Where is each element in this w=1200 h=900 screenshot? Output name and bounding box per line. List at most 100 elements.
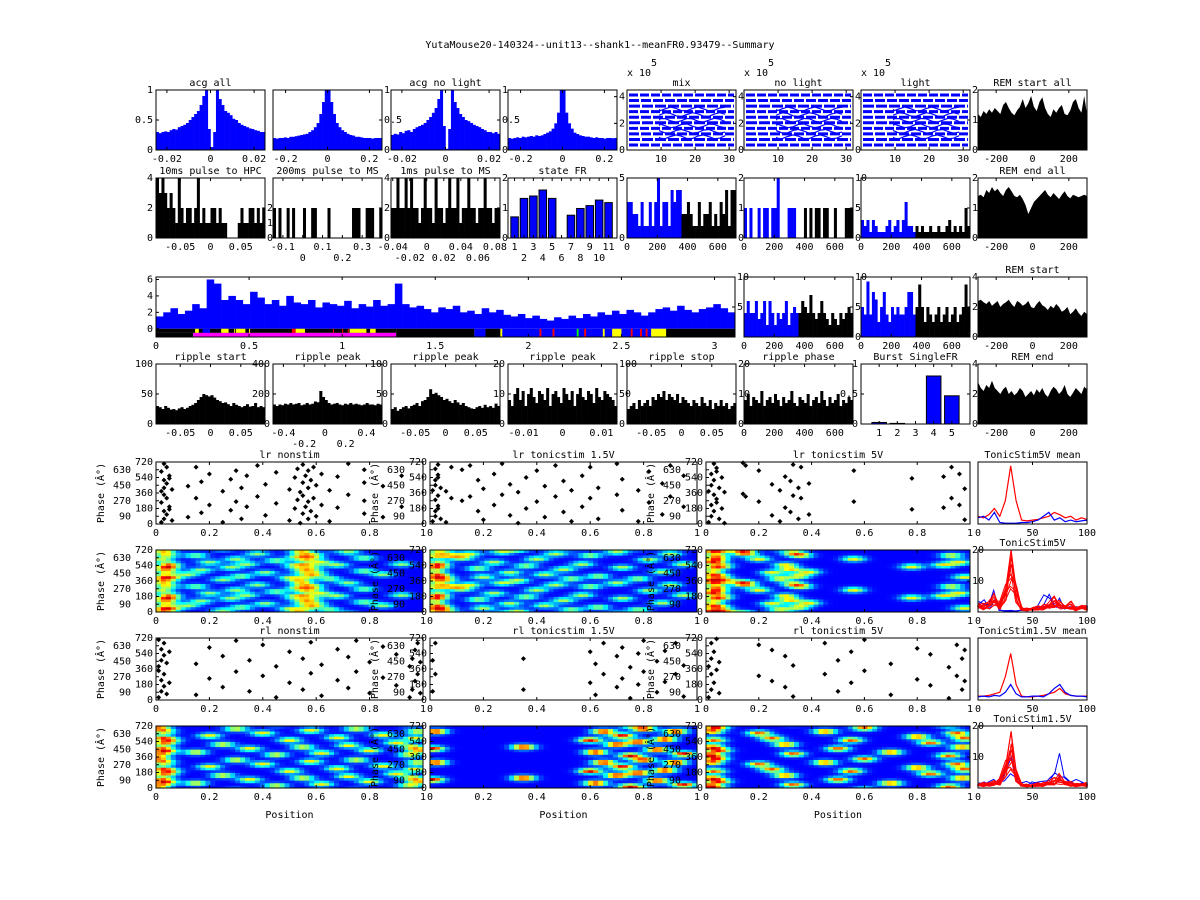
heatmap-cell: [449, 586, 456, 590]
heatmap-cell: [608, 604, 614, 608]
heatmap-cell: [235, 588, 241, 592]
heatmap-cell: [692, 593, 698, 597]
heatmap-cell: [459, 573, 466, 577]
heatmap-cell: [745, 573, 751, 577]
heatmap-cell: [334, 573, 340, 577]
hist-bar: [396, 134, 400, 150]
hist-bar: [918, 284, 922, 337]
heatmap-cell: [687, 550, 693, 553]
y-tick-label: 630: [113, 553, 131, 564]
heatmap-cell: [314, 586, 320, 590]
heatmap-cell: [368, 575, 374, 579]
heatmap-cell: [329, 586, 335, 590]
spike-marker: [161, 508, 167, 514]
heatmap-cell: [764, 606, 770, 610]
heatmap-cell: [383, 601, 389, 605]
heatmap-cell: [598, 591, 604, 595]
heatmap-cell: [324, 586, 330, 590]
hist-bar: [365, 306, 374, 329]
hist-bar: [749, 313, 753, 337]
spike-marker: [220, 488, 226, 494]
heatmap-cell: [393, 609, 399, 613]
heatmap-cell: [667, 596, 673, 600]
heatmap-cell: [598, 583, 604, 587]
heatmap-cell: [803, 609, 810, 613]
heatmap-cell: [706, 578, 712, 582]
hist-bar: [456, 178, 460, 238]
heatmap-cell: [647, 588, 653, 592]
heatmap-cell: [759, 583, 766, 587]
state-segment: [539, 328, 542, 337]
hist-bar: [470, 208, 474, 238]
heatmap-cell: [334, 596, 340, 600]
hist-bar: [540, 394, 544, 424]
heatmap-cell: [730, 581, 736, 584]
heatmap-cell: [264, 588, 271, 592]
heatmap-cell: [750, 609, 756, 613]
heatmap-cell: [553, 573, 559, 577]
heatmap-cell: [489, 578, 495, 582]
heatmap-cell: [165, 599, 172, 603]
heatmap-cell: [200, 581, 206, 584]
heatmap-cell: [632, 570, 639, 574]
heatmap-cell: [764, 562, 770, 566]
heatmap-cell: [205, 575, 211, 579]
subplot-title: REM start: [1005, 265, 1059, 276]
heatmap-cell: [413, 583, 419, 587]
spike-marker: [467, 462, 473, 468]
heatmap-cell: [725, 560, 731, 564]
heatmap-cell: [514, 573, 520, 577]
heatmap-cell: [484, 604, 490, 608]
heatmap-cell: [240, 573, 246, 577]
heatmap-cell: [215, 550, 221, 553]
heatmap-cell: [314, 575, 320, 579]
heatmap-cell: [329, 588, 335, 592]
heatmap-cell: [519, 562, 525, 566]
x-tick-label: 0.2: [750, 528, 768, 539]
heatmap-cell: [245, 557, 251, 561]
heatmap-cell: [353, 583, 360, 587]
heatmap-cell: [779, 583, 785, 587]
y-tick-label: 1: [147, 85, 153, 96]
heatmap-cell: [617, 604, 624, 608]
heatmap-cell: [603, 601, 609, 605]
y-tick-label: 2: [972, 389, 978, 400]
heatmap-cell: [774, 550, 780, 553]
heatmap-cell: [687, 609, 693, 613]
state-segment: [234, 328, 236, 333]
hist-bar: [814, 397, 818, 424]
spike-marker: [743, 493, 749, 499]
heatmap-cell: [588, 586, 594, 590]
heatmap-cell: [588, 588, 594, 592]
heatmap-cell: [393, 555, 399, 559]
heatmap-cell: [200, 557, 206, 561]
heatmap-cell: [464, 586, 470, 590]
heatmap-cell: [715, 591, 722, 595]
heatmap-cell: [343, 596, 350, 600]
hist-bar: [192, 304, 200, 329]
heatmap-cell: [200, 593, 206, 597]
heatmap-cell: [185, 550, 192, 553]
spike-marker: [295, 497, 301, 503]
heatmap-cell: [563, 604, 569, 608]
x-tick-label: 30: [723, 154, 735, 165]
heatmap-cell: [583, 565, 589, 569]
heatmap-cell: [494, 601, 500, 605]
heatmap-cell: [408, 568, 414, 572]
heatmap-cell: [459, 575, 466, 579]
heatmap-cell: [692, 570, 698, 574]
heatmap-cell: [319, 591, 325, 595]
heatmap-cell: [484, 588, 490, 592]
x-tick-label: 1: [339, 341, 345, 352]
heatmap-cell: [720, 606, 726, 610]
x-tick-label: 0: [678, 428, 684, 439]
heatmap-cell: [225, 586, 231, 590]
heatmap-cell: [314, 555, 320, 559]
spike-marker: [161, 492, 167, 498]
heatmap-cell: [612, 586, 619, 590]
heatmap-cell: [608, 575, 614, 579]
heatmap-cell: [343, 609, 350, 613]
heatmap-cell: [474, 557, 480, 561]
subplot-title: TonicStim5V mean: [984, 450, 1080, 461]
heatmap-cell: [598, 588, 604, 592]
